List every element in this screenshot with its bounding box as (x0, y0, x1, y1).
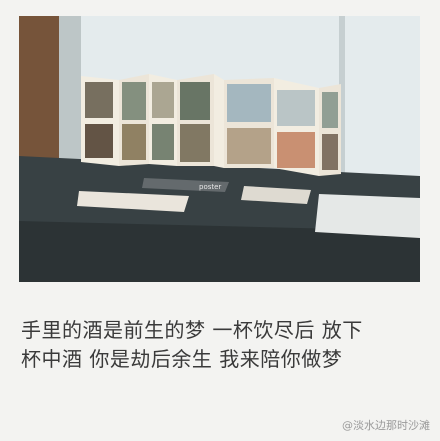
book-label: poster (199, 183, 221, 191)
wooden-wall (19, 16, 59, 166)
open-book (77, 191, 189, 212)
window-desk-photo: poster (19, 16, 420, 282)
postcard (241, 186, 311, 204)
window-mullion (339, 16, 345, 176)
caption-line-1: 手里的酒是前生的梦 一杯饮尽后 放下 (21, 318, 363, 342)
window-frame (59, 16, 81, 176)
poem-caption: 手里的酒是前生的梦 一杯饮尽后 放下 杯中酒 你是劫后余生 我来陪你做梦 (21, 316, 421, 374)
photo-illustration: poster (19, 16, 420, 282)
paper-stack (315, 194, 420, 238)
photo-booklet (81, 74, 341, 176)
desk-front (19, 221, 420, 282)
caption-line-2: 杯中酒 你是劫后余生 我来陪你做梦 (21, 347, 343, 371)
closed-book (142, 178, 229, 192)
watermark: @淡水边那时沙滩 (342, 419, 430, 432)
